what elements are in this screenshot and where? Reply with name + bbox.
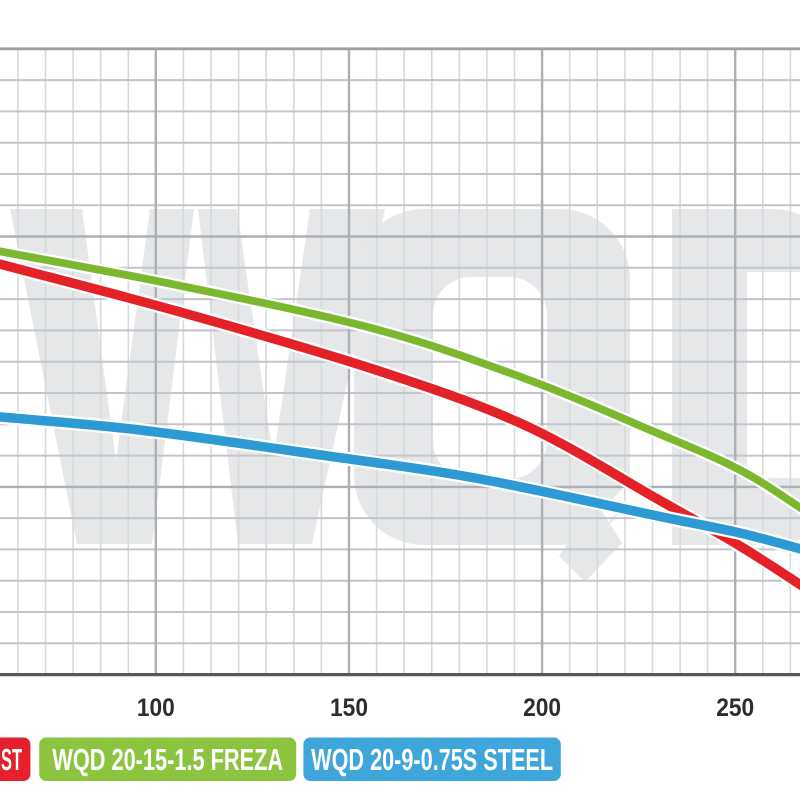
svg-text:ST: ST xyxy=(1,744,22,778)
svg-text:200: 200 xyxy=(523,694,561,722)
svg-text:100: 100 xyxy=(137,694,175,722)
svg-text:WQD 20-15-1.5 FREZA: WQD 20-15-1.5 FREZA xyxy=(52,742,283,777)
svg-text:150: 150 xyxy=(330,694,368,722)
svg-text:250: 250 xyxy=(716,694,754,722)
svg-text:WQD 20-9-0.75S STEEL: WQD 20-9-0.75S STEEL xyxy=(311,742,553,777)
